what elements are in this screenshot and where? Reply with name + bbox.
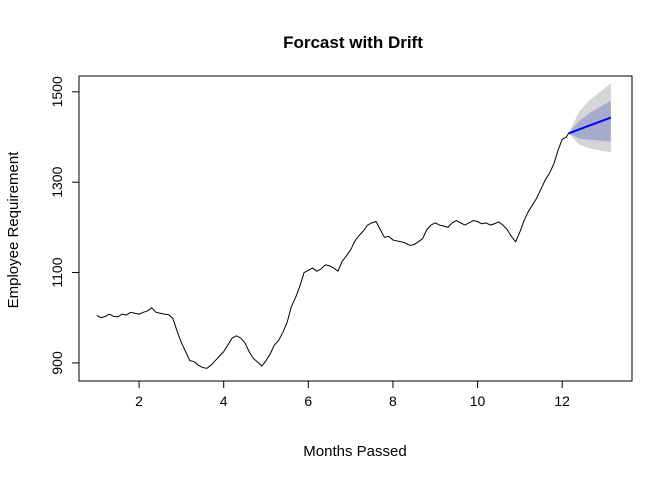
chart-title: Forcast with Drift — [283, 33, 423, 52]
y-tick-label: 1500 — [49, 76, 65, 107]
x-tick-label: 6 — [304, 393, 312, 409]
y-axis-label: Employee Requirement — [5, 151, 22, 309]
x-tick-label: 2 — [135, 393, 143, 409]
series-lines — [96, 116, 612, 369]
x-axis: 2 4 6 8 10 12 — [135, 380, 570, 409]
x-axis-label: Months Passed — [303, 443, 406, 460]
plot-frame — [78, 75, 633, 382]
x-tick-label: 10 — [470, 393, 486, 409]
y-axis: 900 1100 1300 1500 — [49, 76, 80, 375]
y-tick-label: 1100 — [49, 257, 65, 287]
x-tick-label: 4 — [220, 393, 228, 409]
x-tick-label: 12 — [554, 393, 570, 409]
y-tick-label: 900 — [49, 351, 65, 375]
y-tick-label: 1300 — [49, 166, 65, 197]
forecast-bands — [568, 83, 611, 153]
history-line — [96, 133, 569, 369]
forecast-line — [568, 116, 612, 135]
x-tick-label: 8 — [389, 393, 397, 409]
forecast-band-80 — [568, 100, 611, 142]
